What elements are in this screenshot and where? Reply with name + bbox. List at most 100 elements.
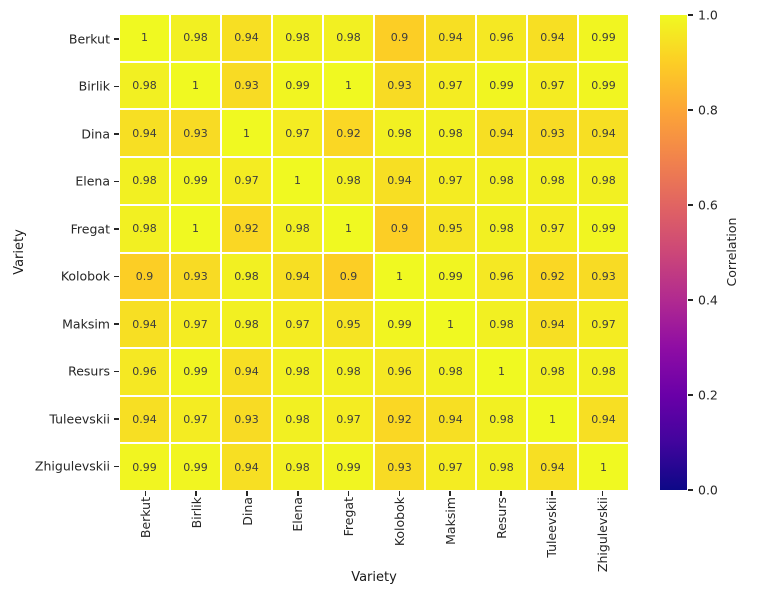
heatmap-cell: 0.93 [375, 62, 424, 109]
heatmap-cell: 0.98 [579, 158, 628, 204]
heatmap-cell: 0.99 [375, 301, 424, 347]
heatmap-cell: 0.93 [222, 396, 271, 443]
heatmap-cell: 0.98 [477, 396, 526, 443]
heatmap-grid: 1 0.98 0.94 0.98 0.98 0.9 0.94 0.96 0.94 0.99 0.98… [120, 15, 628, 490]
heatmap-cell: 0.97 [426, 444, 475, 490]
colorbar-tick-label: 0.0 [698, 482, 718, 498]
heatmap-cell: 0.98 [273, 205, 322, 252]
heatmap-cell: 0.99 [171, 444, 220, 490]
heatmap-cell: 1 [477, 348, 526, 395]
heatmap-cell: 0.93 [171, 253, 220, 300]
heatmap-cell: 0.98 [375, 110, 424, 157]
row-tick-label: Berkut [68, 31, 110, 47]
colorbar-tick-mark [688, 14, 693, 16]
heatmap-cell: 0.99 [171, 348, 220, 395]
heatmap-cell: 0.97 [528, 205, 577, 252]
heatmap-cell: 0.99 [579, 15, 628, 61]
heatmap-cell: 1 [324, 62, 373, 109]
heatmap-cell: 0.99 [426, 253, 475, 300]
col-tick-label: Birlik [188, 497, 204, 529]
heatmap-cell: 0.98 [222, 253, 271, 300]
heatmap-cell: 0.99 [579, 205, 628, 252]
heatmap-cell: 0.97 [273, 301, 322, 347]
heatmap-cell: 0.98 [528, 348, 577, 395]
heatmap-cell: 0.98 [477, 301, 526, 347]
heatmap-cell: 1 [222, 110, 271, 157]
heatmap-cell: 1 [324, 205, 373, 252]
col-tick-label: Zhigulevskii [595, 497, 611, 573]
heatmap-cell: 0.94 [528, 444, 577, 490]
col-tick-label: Fregat [341, 497, 357, 537]
heatmap-cell: 0.97 [426, 158, 475, 204]
y-tick-mark [114, 418, 119, 420]
x-tick-mark [551, 490, 553, 496]
col-tick-label: Resurs [493, 497, 509, 539]
heatmap-cell: 0.98 [273, 348, 322, 395]
heatmap-cell: 0.98 [426, 348, 475, 395]
heatmap-cell: 0.9 [120, 253, 169, 300]
y-tick-mark [114, 465, 119, 467]
heatmap-cell: 0.93 [375, 444, 424, 490]
heatmap-cell: 0.98 [324, 15, 373, 61]
heatmap-cell: 0.94 [579, 396, 628, 443]
heatmap-cell: 0.92 [222, 205, 271, 252]
x-tick-mark [246, 490, 248, 496]
row-tick-label: Tuleevskii [49, 411, 110, 427]
heatmap-cell: 0.99 [579, 62, 628, 109]
heatmap-cell: 0.9 [375, 205, 424, 252]
heatmap-cell: 0.93 [528, 110, 577, 157]
col-tick-label: Maksim [442, 497, 458, 545]
heatmap-cell: 0.98 [120, 205, 169, 252]
heatmap-cell: 0.9 [324, 253, 373, 300]
heatmap-cell: 0.97 [579, 301, 628, 347]
colorbar-tick-mark [688, 489, 693, 491]
col-tick-label: Dina [239, 497, 255, 526]
heatmap-cell: 0.94 [528, 15, 577, 61]
heatmap-cell: 1 [528, 396, 577, 443]
heatmap-cell: 0.94 [375, 158, 424, 204]
heatmap-cell: 0.99 [120, 444, 169, 490]
heatmap-cell: 0.99 [273, 62, 322, 109]
heatmap-cell: 0.97 [171, 396, 220, 443]
colorbar-tick-mark [688, 109, 693, 111]
heatmap-cell: 0.98 [477, 158, 526, 204]
colorbar-tick-label: 0.2 [698, 387, 718, 403]
x-tick-mark [347, 490, 350, 496]
row-tick-label: Kolobok [60, 268, 110, 284]
colorbar-gradient [660, 15, 687, 490]
x-tick-mark [144, 490, 147, 496]
heatmap-cell: 0.94 [426, 396, 475, 443]
heatmap-cell: 0.97 [528, 62, 577, 109]
heatmap-cell: 1 [120, 15, 169, 61]
heatmap-cell: 0.98 [120, 158, 169, 204]
heatmap-cell: 0.94 [477, 110, 526, 157]
heatmap-cell: 0.94 [426, 15, 475, 61]
col-tick-label: Berkut [137, 497, 153, 539]
col-tick-label: Elena [290, 497, 306, 532]
heatmap-cell: 0.98 [477, 205, 526, 252]
heatmap-cell: 0.97 [171, 301, 220, 347]
x-tick-mark [297, 490, 299, 496]
col-tick-label: Kolobok [391, 497, 407, 547]
colorbar-tick-label: 0.6 [698, 197, 718, 213]
heatmap-cell: 0.99 [477, 62, 526, 109]
heatmap-cell: 0.98 [273, 396, 322, 443]
heatmap-cell: 0.96 [477, 15, 526, 61]
heatmap-cell: 0.93 [222, 62, 271, 109]
x-tick-mark [449, 490, 451, 496]
x-tick-mark [195, 490, 197, 496]
heatmap-cell: 0.96 [477, 253, 526, 300]
y-tick-mark [114, 323, 119, 325]
heatmap-cell: 0.94 [120, 301, 169, 347]
heatmap-cell: 0.94 [528, 301, 577, 347]
y-tick-mark [114, 370, 119, 372]
heatmap-cell: 0.98 [273, 444, 322, 490]
x-tick-mark [500, 490, 502, 496]
heatmap-cell: 0.98 [222, 301, 271, 347]
row-tick-label: Zhigulevskii [34, 458, 110, 474]
heatmap-cell: 0.98 [426, 110, 475, 157]
colorbar-tick-label: 0.4 [698, 292, 718, 308]
heatmap-cell: 0.95 [426, 205, 475, 252]
heatmap-cell: 0.94 [222, 444, 271, 490]
